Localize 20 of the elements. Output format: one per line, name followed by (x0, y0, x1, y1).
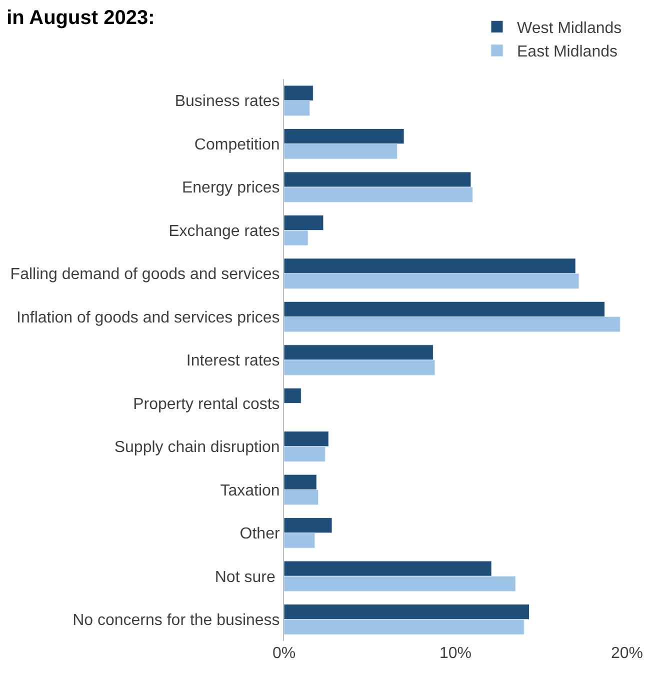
y-tick-label: Supply chain disruption (114, 439, 280, 456)
x-tick-label: 0% (272, 645, 296, 662)
y-tick-label: Energy prices (182, 180, 280, 197)
y-tick-label: Other (240, 526, 280, 543)
y-tick-label: Interest rates (186, 352, 280, 370)
legend-label: West Midlands (517, 20, 622, 37)
y-tick-label: Business rates (174, 93, 280, 110)
y-tick-label: Inflation of goods and services prices (16, 309, 280, 326)
y-tick-label: Falling demand of goods and services (10, 266, 280, 284)
y-tick-label: Taxation (220, 482, 280, 500)
bar (284, 388, 302, 404)
y-tick-label: Competition (194, 136, 280, 154)
x-tick-label: 20% (610, 645, 644, 662)
y-tick-label: No concerns for the business (72, 612, 280, 629)
y-tick-label: Exchange rates (168, 222, 280, 240)
text: in August 2023: (6, 7, 155, 30)
y-tick-label: Property rental costs (133, 396, 280, 413)
y-tick-label: Not sure (214, 568, 280, 586)
x-tick-label: 10% (439, 645, 472, 662)
legend-label: East Midlands (517, 44, 618, 61)
